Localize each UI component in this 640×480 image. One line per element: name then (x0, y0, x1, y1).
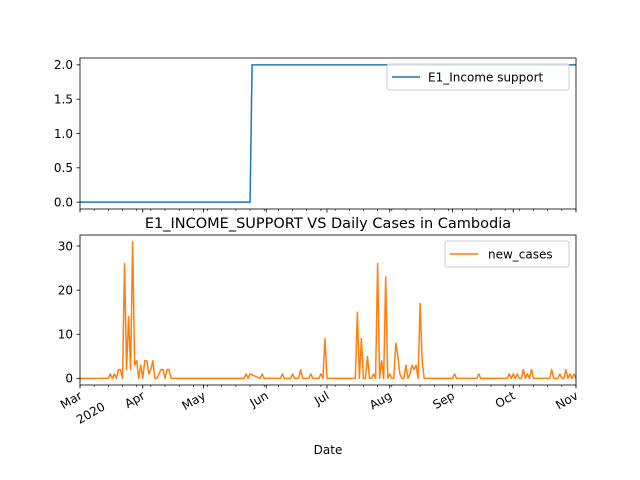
top-axes-frame (79, 57, 577, 210)
x-axis-label: Date (314, 443, 343, 457)
y-tick-label: 0.0 (54, 195, 73, 209)
top-y-ticks: 0.0 0.5 1.0 1.5 2.0 (54, 58, 80, 209)
y-tick-label: 10 (58, 328, 73, 342)
top-legend: E1_Income support (386, 63, 570, 91)
chart-title: E1_INCOME_SUPPORT VS Daily Cases in Camb… (145, 216, 511, 232)
y-tick-label: 1.0 (54, 127, 73, 141)
bottom-axes-frame (79, 234, 577, 386)
series-line-new-cases (80, 240, 577, 380)
bottom-y-ticks: 0 10 20 30 (58, 239, 80, 386)
top-legend-label: E1_Income support (428, 71, 544, 85)
y-tick-label: 0 (65, 372, 73, 386)
bottom-legend-box (444, 240, 570, 268)
top-subplot: 0.0 0.5 1.0 1.5 2.0 E1_Income support (54, 57, 577, 213)
y-tick-label: 0.5 (54, 161, 73, 175)
bottom-legend: new_cases (444, 240, 570, 268)
y-tick-label: 2.0 (54, 58, 73, 72)
bottom-plot-lines (80, 240, 577, 380)
y-tick-label: 1.5 (54, 92, 73, 106)
y-tick-label: 30 (58, 239, 73, 253)
top-legend-box (386, 63, 570, 91)
x-tick-label: Jul (311, 388, 331, 408)
bottom-legend-label: new_cases (488, 248, 553, 262)
y-tick-label: 20 (58, 283, 73, 297)
